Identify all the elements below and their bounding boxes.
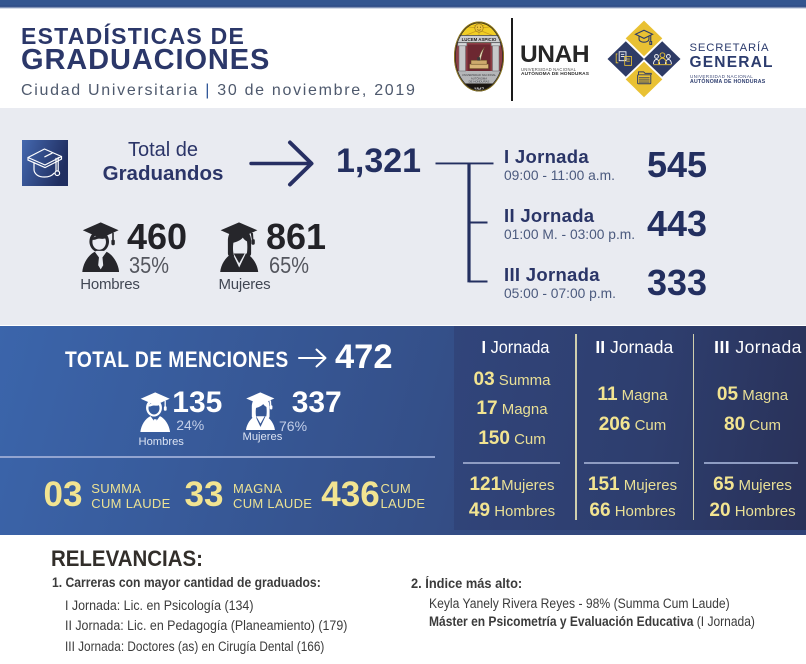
svg-text:DE HONDURAS: DE HONDURAS — [469, 80, 490, 84]
svg-text:1847: 1847 — [474, 87, 485, 92]
svg-text:LUCEM ASPICIO: LUCEM ASPICIO — [462, 37, 497, 42]
svg-text:UNIVERSIDAD NACIONAL: UNIVERSIDAD NACIONAL — [462, 73, 497, 77]
svg-text:AUTÓNOMA: AUTÓNOMA — [471, 75, 487, 80]
